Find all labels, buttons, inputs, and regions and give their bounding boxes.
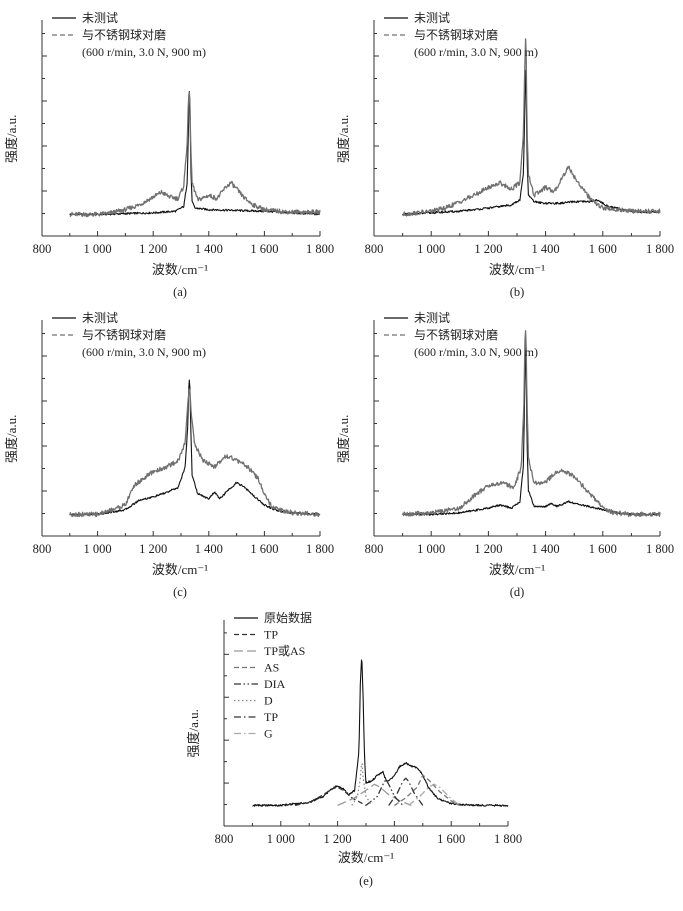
legend-entry: DIA <box>264 677 286 691</box>
x-axis-label: 波数/cm⁻¹ <box>152 562 208 577</box>
x-axis-label: 波数/cm⁻¹ <box>489 262 545 277</box>
panel-label: (a) <box>173 285 187 299</box>
legend-entry: 原始数据 <box>264 610 312 625</box>
x-tick-label: 1 000 <box>417 542 445 556</box>
x-tick-label: 1 000 <box>84 542 112 556</box>
legend-entry: D <box>264 694 273 708</box>
x-tick-label: 1 600 <box>589 542 617 556</box>
y-axis-label: 强度/a.u. <box>4 415 19 463</box>
panel-label: (b) <box>510 285 525 299</box>
x-tick-label: 1 800 <box>306 242 334 256</box>
x-tick-label: 1 600 <box>250 542 278 556</box>
test-condition: (600 r/min, 3.0 N, 900 m) <box>414 45 538 59</box>
legend-entry: TP或AS <box>264 644 305 658</box>
x-tick-label: 1 200 <box>474 242 502 256</box>
y-axis-label: 强度/a.u. <box>336 415 351 463</box>
x-tick-label: 800 <box>33 542 52 556</box>
panel-e: 800 1 000 1 200 1 400 1 600 1 800 波数/cm⁻¹ 强度/a.… <box>186 610 522 888</box>
series-line-8 <box>408 783 461 806</box>
x-tick-label: 1 200 <box>139 542 167 556</box>
x-tick-label: 1 400 <box>532 242 560 256</box>
series-line-2 <box>294 786 367 807</box>
legend-entry: 与不锈钢球对磨 <box>414 28 498 42</box>
series-line-7 <box>388 777 424 806</box>
legend-entry: TP <box>264 628 278 642</box>
series-line-1 <box>69 91 320 216</box>
x-tick-label: 1 800 <box>494 832 522 846</box>
x-tick-label: 1 000 <box>267 832 295 846</box>
series-line-4 <box>394 774 461 806</box>
test-condition: (600 r/min, 3.0 N, 900 m) <box>82 345 206 359</box>
legend-entry: TP <box>264 710 278 724</box>
x-axis-label: 波数/cm⁻¹ <box>338 850 394 865</box>
x-tick-label: 800 <box>365 542 384 556</box>
series-line-2 <box>69 388 321 518</box>
panel-label: (d) <box>510 585 525 599</box>
x-tick-label: 800 <box>33 242 52 256</box>
x-tick-label: 1 400 <box>195 542 223 556</box>
x-axis-label: 波数/cm⁻¹ <box>152 262 208 277</box>
series-line-5 <box>365 779 404 806</box>
x-tick-label: 1 600 <box>437 832 465 846</box>
series-line-1 <box>402 347 661 516</box>
x-tick-label: 1 800 <box>646 242 674 256</box>
panel-c: 800 1 000 1 200 1 400 1 600 1 800 波数/cm⁻¹ 强度/a.… <box>4 310 334 599</box>
panel-d: 800 1 000 1 200 1 400 1 600 1 800 波数/cm⁻¹ 强度/a.… <box>336 310 674 599</box>
series-line-2 <box>402 38 661 217</box>
series-line-2 <box>402 330 661 518</box>
legend-entry: 与不锈钢球对磨 <box>82 328 166 342</box>
legend-entry: G <box>264 727 273 741</box>
legend-entry: 与不锈钢球对磨 <box>82 28 166 42</box>
legend-entry: AS <box>264 661 279 675</box>
panel-label: (e) <box>359 874 373 888</box>
series-line-1 <box>252 659 509 807</box>
legend-entry: 未测试 <box>414 10 450 25</box>
legend-entry: 与不锈钢球对磨 <box>414 328 498 342</box>
x-axis-label: 波数/cm⁻¹ <box>489 562 545 577</box>
legend-entry: 未测试 <box>82 310 118 325</box>
series-line-2 <box>69 91 321 218</box>
x-tick-label: 1 600 <box>250 242 278 256</box>
x-tick-label: 1 800 <box>646 542 674 556</box>
x-tick-label: 1 400 <box>532 542 560 556</box>
x-tick-label: 800 <box>215 832 234 846</box>
x-tick-label: 1 200 <box>324 832 352 846</box>
x-tick-label: 1 200 <box>139 242 167 256</box>
x-tick-label: 1 400 <box>380 832 408 846</box>
y-axis-label: 强度/a.u. <box>336 115 351 163</box>
x-tick-label: 800 <box>365 242 384 256</box>
x-tick-label: 1 000 <box>417 242 445 256</box>
legend-entry: 未测试 <box>414 310 450 325</box>
panel-a: 800 1 000 1 200 1 400 1 600 1 800 波数/cm⁻¹ 强度/a.… <box>4 10 334 299</box>
series-line-3 <box>337 783 412 807</box>
x-tick-label: 1 600 <box>589 242 617 256</box>
x-tick-label: 1 000 <box>84 242 112 256</box>
panel-label: (c) <box>173 585 187 599</box>
test-condition: (600 r/min, 3.0 N, 900 m) <box>82 45 206 59</box>
series-line-1 <box>402 69 661 216</box>
x-tick-label: 1 200 <box>474 542 502 556</box>
series-line-1 <box>69 379 320 516</box>
x-tick-label: 1 400 <box>195 242 223 256</box>
x-tick-label: 1 800 <box>306 542 334 556</box>
legend-entry: 未测试 <box>82 10 118 25</box>
y-axis-label: 强度/a.u. <box>186 709 201 757</box>
test-condition: (600 r/min, 3.0 N, 900 m) <box>414 345 538 359</box>
y-axis-label: 强度/a.u. <box>4 115 19 163</box>
panel-b: 800 1 000 1 200 1 400 1 600 1 800 波数/cm⁻¹ 强度/a.… <box>336 10 674 299</box>
